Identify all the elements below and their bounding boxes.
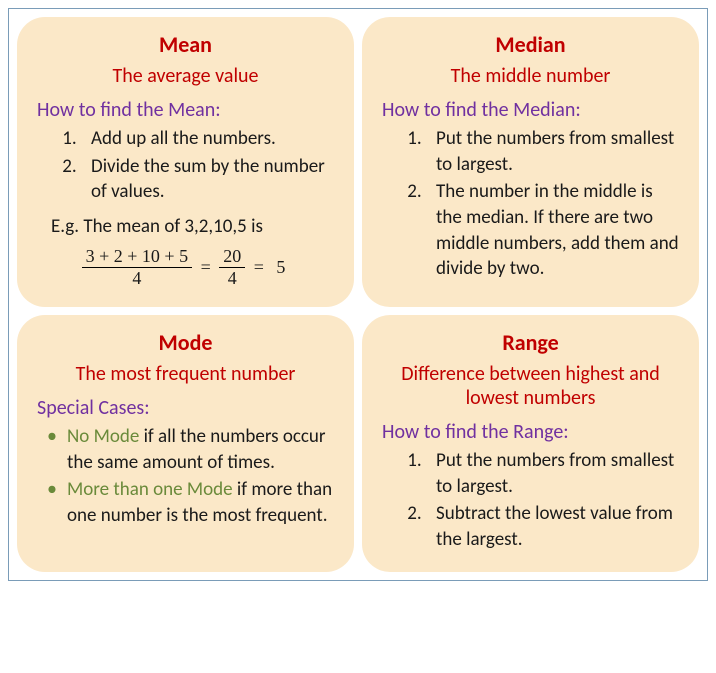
highlight-text: More than one Mode xyxy=(67,478,233,501)
card-range: Range Difference between highest and low… xyxy=(362,315,699,573)
median-steps: Put the numbers from smallest to largest… xyxy=(382,126,679,282)
fraction-1: 3 + 2 + 10 + 5 4 xyxy=(82,246,192,289)
mean-howto: How to find the Mean: xyxy=(37,98,334,122)
equals-sign: = xyxy=(197,257,215,277)
mean-example: E.g. The mean of 3,2,10,5 is xyxy=(51,215,334,238)
list-item: Put the numbers from smallest to largest… xyxy=(426,448,679,499)
mode-bullets: No Mode if all the numbers occur the sam… xyxy=(37,424,334,529)
range-subtitle: Difference between highest and lowest nu… xyxy=(382,362,679,410)
median-howto: How to find the Median: xyxy=(382,98,679,122)
mean-title: Mean xyxy=(37,31,334,58)
list-item: Add up all the numbers. xyxy=(81,126,334,152)
mean-formula: 3 + 2 + 10 + 5 4 = 20 4 = 5 xyxy=(37,246,334,289)
stats-infographic: Mean The average value How to find the M… xyxy=(8,8,708,581)
list-item: Subtract the lowest value from the large… xyxy=(426,501,679,552)
card-median: Median The middle number How to find the… xyxy=(362,17,699,307)
median-title: Median xyxy=(382,31,679,58)
range-title: Range xyxy=(382,329,679,356)
equals-sign: = xyxy=(250,257,268,277)
mode-subtitle: The most frequent number xyxy=(37,362,334,386)
fraction-2: 20 4 xyxy=(219,246,245,289)
mode-special-label: Special Cases: xyxy=(37,396,334,420)
card-mean: Mean The average value How to find the M… xyxy=(17,17,354,307)
mean-subtitle: The average value xyxy=(37,64,334,88)
median-subtitle: The middle number xyxy=(382,64,679,88)
formula-result: 5 xyxy=(272,257,289,277)
list-item: The number in the middle is the median. … xyxy=(426,179,679,282)
list-item: Divide the sum by the number of values. xyxy=(81,154,334,205)
highlight-text: No Mode xyxy=(67,425,139,448)
range-howto: How to find the Range: xyxy=(382,420,679,444)
mean-steps: Add up all the numbers. Divide the sum b… xyxy=(37,126,334,205)
card-mode: Mode The most frequent number Special Ca… xyxy=(17,315,354,573)
list-item: Put the numbers from smallest to largest… xyxy=(426,126,679,177)
list-item: More than one Mode if more than one numb… xyxy=(43,477,334,528)
list-item: No Mode if all the numbers occur the sam… xyxy=(43,424,334,475)
range-steps: Put the numbers from smallest to largest… xyxy=(382,448,679,553)
mode-title: Mode xyxy=(37,329,334,356)
